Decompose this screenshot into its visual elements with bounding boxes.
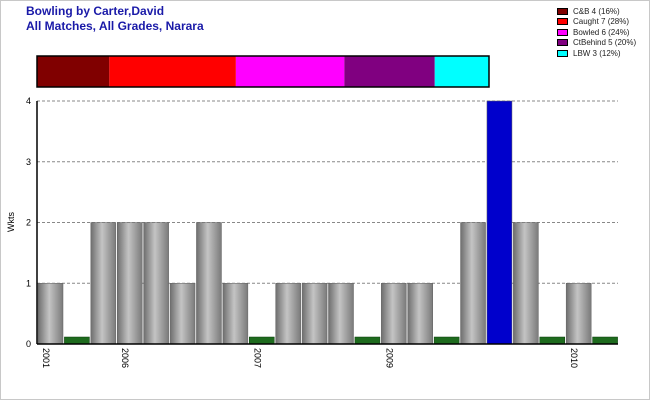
zero-marker [592, 336, 618, 345]
legend-item: C&B 4 (16%) [557, 6, 636, 17]
bar [169, 283, 196, 345]
bar [275, 283, 301, 345]
legend-label: C&B 4 (16%) [573, 6, 620, 16]
bar [565, 283, 592, 345]
x-year-label: 2010 [569, 348, 579, 368]
bar [407, 283, 433, 345]
bar [513, 222, 539, 345]
legend-item: Caught 7 (28%) [557, 17, 636, 28]
bar [381, 283, 407, 345]
bar [90, 222, 117, 345]
dismissal-segment [235, 56, 345, 87]
y-axis-label: Wkts [6, 212, 16, 232]
x-year-label: 2009 [384, 348, 394, 368]
chart-title: Bowling by Carter,David [26, 4, 165, 18]
bar [222, 283, 249, 345]
legend-item: LBW 3 (12%) [557, 48, 636, 59]
legend-swatch [557, 39, 568, 47]
legend-label: LBW 3 (12%) [573, 48, 621, 58]
dismissal-bar-border [36, 55, 490, 88]
bar [460, 222, 486, 345]
bar [196, 222, 222, 345]
bar [37, 283, 64, 345]
legend-swatch [557, 7, 568, 15]
zero-marker [249, 336, 275, 345]
dismissal-segment [434, 56, 489, 87]
bar [486, 100, 513, 345]
legend-swatch [557, 18, 568, 26]
zero-marker [539, 336, 566, 345]
legend: C&B 4 (16%) Caught 7 (28%) Bowled 6 (24%) C… [557, 6, 636, 59]
bar [143, 222, 169, 345]
zero-marker [64, 336, 90, 345]
bar [116, 222, 143, 345]
x-year-label: 2001 [41, 348, 51, 368]
bar [301, 283, 328, 345]
legend-item: CtBehind 5 (20%) [557, 38, 636, 49]
zero-marker [433, 336, 460, 345]
legend-swatch [557, 28, 568, 36]
dismissal-segment [344, 56, 435, 87]
x-year-label: 2007 [252, 348, 262, 368]
y-tick-label: 4 [26, 96, 31, 106]
bar [328, 283, 354, 345]
legend-swatch [557, 49, 568, 57]
legend-label: Bowled 6 (24%) [573, 27, 630, 37]
dismissal-segment [37, 56, 110, 87]
y-tick-label: 1 [26, 278, 31, 288]
x-year-label: 2006 [120, 348, 130, 368]
legend-item: Bowled 6 (24%) [557, 27, 636, 38]
legend-label: Caught 7 (28%) [573, 17, 630, 27]
zero-marker [354, 336, 381, 345]
y-tick-label: 2 [26, 218, 31, 228]
y-tick-label: 0 [26, 339, 31, 349]
y-tick-label: 3 [26, 157, 31, 167]
legend-label: CtBehind 5 (20%) [573, 38, 637, 48]
chart-subtitle: All Matches, All Grades, Narara [26, 19, 204, 33]
dismissal-segment [109, 56, 236, 87]
